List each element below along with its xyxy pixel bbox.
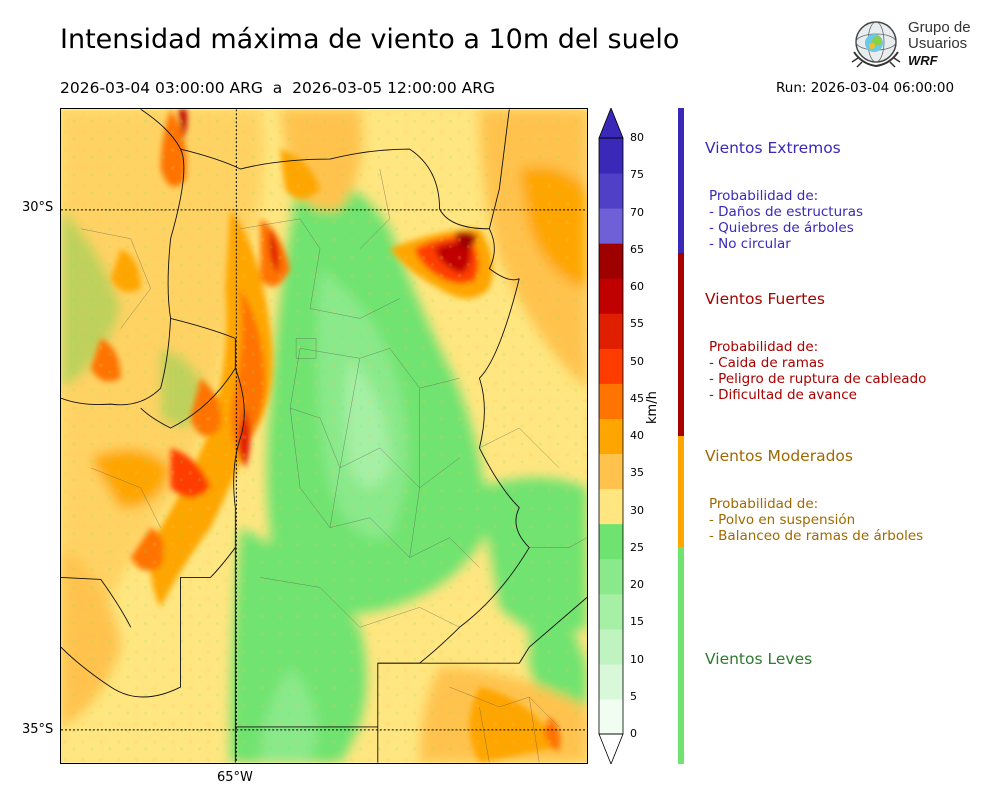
colorbar-segment — [599, 663, 623, 700]
desc-line: - Polvo en suspensión — [709, 512, 856, 528]
desc-line: - Balanceo de ramas de árboles — [709, 528, 924, 544]
colorbar-tick-label: 75 — [630, 168, 644, 182]
desc-line: - Caida de ramas — [709, 355, 825, 371]
wrf-logo: Grupo de Usuarios WRF — [848, 16, 972, 72]
globe-logo-icon — [851, 21, 901, 68]
desc-line: - Daños de estructuras — [709, 204, 864, 220]
lat-label-35s: 35°S — [22, 722, 54, 737]
colorbar-tick-label: 65 — [630, 242, 644, 256]
colorbar-segment — [599, 698, 623, 735]
colorbar-tick-label: 80 — [630, 131, 644, 144]
colorbar-tick-label: 5 — [630, 689, 637, 703]
colorbar-tick-label: 35 — [630, 466, 644, 480]
department-borders — [80, 168, 587, 763]
colorbar-segment — [599, 348, 623, 384]
side-bar-leves — [678, 547, 684, 764]
colorbar-segment — [599, 383, 623, 419]
desc-line: - No circular — [709, 236, 791, 252]
logo-line-2: Usuarios — [908, 35, 968, 52]
category-desc-extremos: Probabilidad de: - Daños de estructuras - … — [709, 172, 863, 268]
side-bar-moderados — [678, 436, 684, 547]
desc-line: Probabilidad de: — [709, 496, 819, 512]
logo-line-1: Grupo de — [908, 19, 971, 36]
lon-label-65w: 65°W — [217, 770, 253, 785]
colorbar-tick-label: 30 — [630, 503, 644, 517]
colorbar-segment — [599, 173, 623, 209]
desc-line: - Peligro de ruptura de cableado — [709, 371, 927, 387]
colorbar-tick-label: 20 — [630, 578, 644, 591]
colorbar-segment — [599, 628, 623, 665]
side-bar-fuertes — [678, 253, 684, 436]
category-title-extremos: Vientos Extremos — [705, 139, 841, 157]
category-desc-fuertes: Probabilidad de: - Caida de ramas - Peligr… — [709, 323, 926, 419]
side-bar-extremos — [678, 108, 684, 253]
desc-line: Probabilidad de: — [709, 339, 819, 355]
colorbar-segment — [599, 418, 623, 455]
colorbar-segment — [599, 278, 623, 314]
colorbar-segment — [599, 593, 623, 630]
colorbar-segment — [599, 138, 623, 174]
colorbar-segment — [599, 313, 623, 349]
colorbar-segment — [599, 558, 623, 595]
colorbar-tick-label: 50 — [630, 354, 644, 368]
category-title-moderados: Vientos Moderados — [705, 447, 853, 465]
logo-line-3: WRF — [908, 53, 938, 68]
desc-line: Probabilidad de: — [709, 188, 819, 204]
colorbar-tick-label: 10 — [630, 652, 644, 666]
colorbar-tick-label: 60 — [630, 280, 644, 293]
colorbar-tick-label: 55 — [630, 317, 644, 331]
colorbar — [598, 108, 624, 764]
province-borders — [61, 109, 587, 763]
colorbar-segment — [599, 453, 623, 490]
colorbar-segment — [599, 523, 623, 560]
chart-title: Intensidad máxima de viento a 10m del su… — [60, 24, 680, 55]
colorbar-tick-label: 0 — [630, 727, 637, 740]
colorbar-segment — [599, 488, 623, 525]
category-desc-moderados: Probabilidad de: - Polvo en suspensión - B… — [709, 480, 923, 560]
colorbar-min-arrow — [598, 733, 624, 764]
category-title-fuertes: Vientos Fuertes — [705, 290, 825, 308]
desc-line: - Dificultad de avance — [709, 387, 857, 403]
desc-line: - Quiebres de árboles — [709, 220, 854, 236]
wind-map — [60, 108, 588, 764]
forecast-period: 2026-03-04 03:00:00 ARG a 2026-03-05 12:… — [60, 79, 496, 97]
colorbar-tick-label: 25 — [630, 540, 644, 554]
colorbar-tick-label: 70 — [630, 205, 644, 219]
colorbar-tick-label: 15 — [630, 615, 644, 629]
colorbar-tick-label: 40 — [630, 429, 644, 442]
run-timestamp: Run: 2026-03-04 06:00:00 — [776, 80, 955, 96]
lat-label-30s: 30°S — [22, 200, 54, 215]
texture-overlay — [61, 109, 587, 763]
colorbar-max-arrow — [598, 108, 624, 139]
colorbar-segment — [599, 243, 623, 279]
category-title-leves: Vientos Leves — [705, 650, 813, 668]
colorbar-tick-label: 45 — [630, 391, 644, 405]
colorbar-unit: km/h — [645, 391, 660, 424]
colorbar-segment — [599, 208, 623, 244]
graticule — [61, 109, 587, 763]
